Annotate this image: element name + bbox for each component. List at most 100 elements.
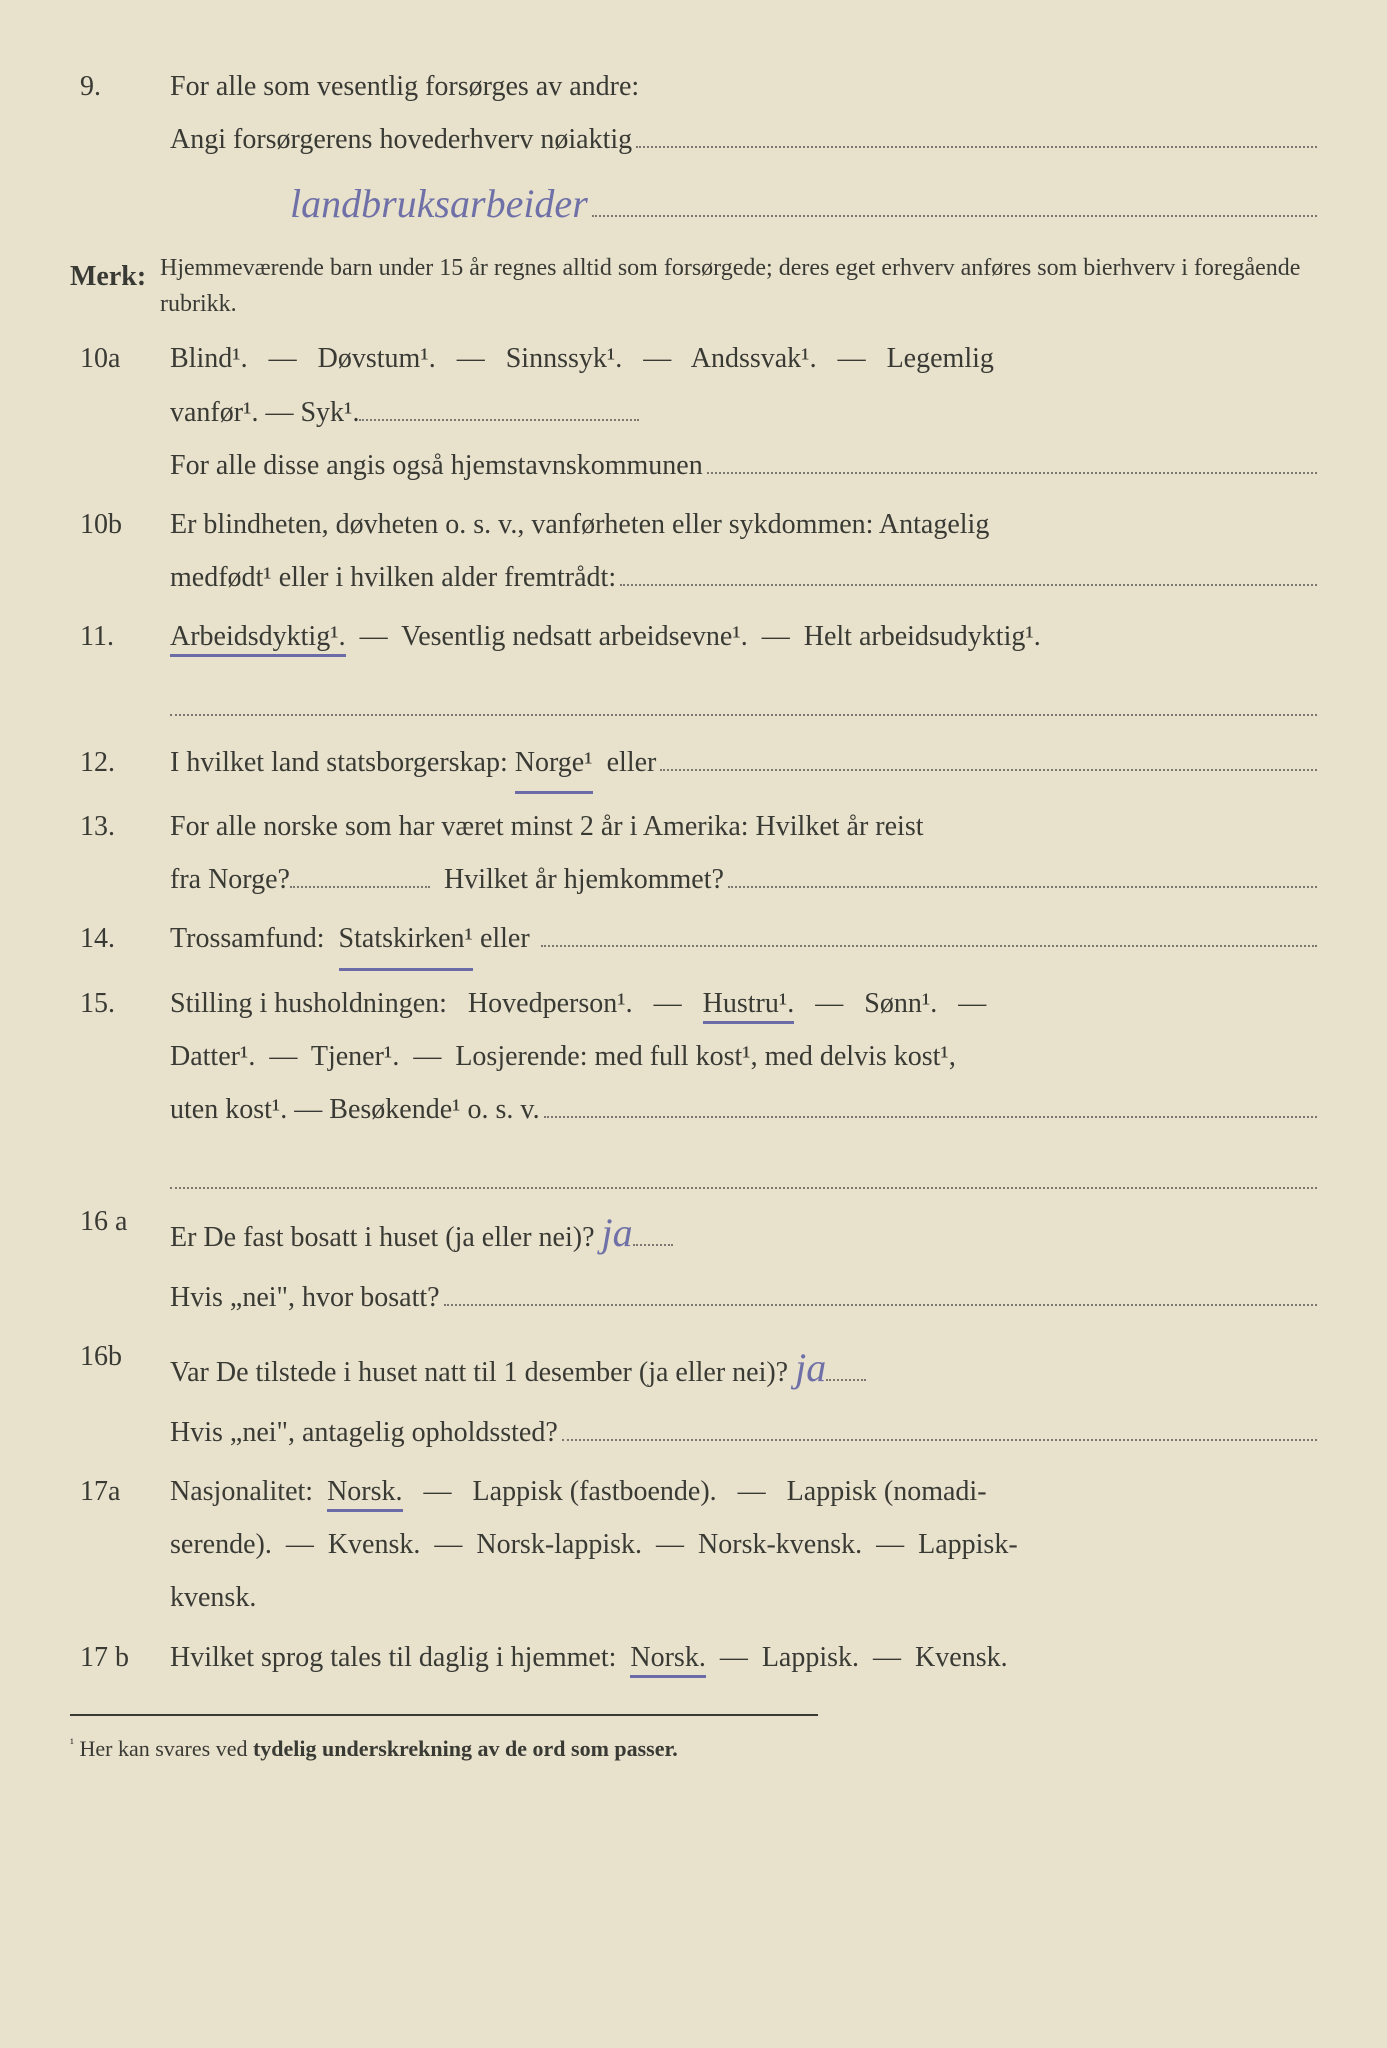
q15-l3a: uten kost¹. <box>170 1083 287 1136</box>
q10b-number: 10b <box>70 498 170 551</box>
dash: — <box>958 988 986 1019</box>
q10a-opt3: Sinnssyk¹. <box>506 343 623 374</box>
dotted-line <box>826 1379 866 1381</box>
q14-answer-underlined: Statskirken¹ <box>339 912 473 970</box>
q14-body: Trossamfund: Statskirken¹ eller <box>170 912 1317 970</box>
q17a-l2e: Lappisk- <box>918 1529 1018 1560</box>
footnote-bold: tydelig underskrekning av de ord som pas… <box>253 1736 678 1761</box>
q16b-body: Var De tilstede i huset natt til 1 desem… <box>170 1330 1317 1459</box>
dotted-line <box>728 858 1317 888</box>
dotted-line <box>359 419 639 421</box>
q12-text: I hvilket land statsborgerskap: <box>170 736 508 789</box>
dash: — <box>815 988 843 1019</box>
q10a-line3: For alle disse angis også hjemstavnskomm… <box>170 439 703 492</box>
q11-opt2: Vesentlig nedsatt arbeidsevne¹. <box>401 621 748 652</box>
dash: — <box>876 1529 904 1560</box>
dash: — <box>294 1083 322 1136</box>
q10a-opt5: Legemlig <box>887 343 994 374</box>
q12-number: 12. <box>70 736 170 789</box>
q9-number: 9. <box>70 60 170 113</box>
q9-line2: Angi forsørgerens hovederhverv nøiaktig <box>170 113 632 166</box>
q17b-opt1-underlined: Norsk. <box>630 1642 705 1678</box>
footnote-marker: ¹ <box>70 1735 74 1750</box>
question-12: 12. I hvilket land statsborgerskap: Norg… <box>70 736 1317 794</box>
q17a-l2a: serende). <box>170 1529 272 1560</box>
q15-l2a: Datter¹. <box>170 1041 255 1072</box>
dash: — <box>265 386 293 439</box>
q13-line2b: Hvilket år hjemkommet? <box>444 853 724 906</box>
footnote: ¹ Her kan svares ved tydelig underskrekn… <box>70 1714 818 1770</box>
footnote-text: Her kan svares ved <box>79 1736 253 1761</box>
q17a-l2c: Norsk-lappisk. <box>476 1529 642 1560</box>
dash: — <box>656 1529 684 1560</box>
dash: — <box>643 343 671 374</box>
q10b-body: Er blindheten, døvheten o. s. v., vanfør… <box>170 498 1317 604</box>
q15-l2c: Losjerende: med full kost¹, med delvis k… <box>455 1041 956 1072</box>
q9-body: For alle som vesentlig forsørges av andr… <box>170 60 1317 242</box>
q17a-text: Nasjonalitet: <box>170 1476 313 1507</box>
dash: — <box>720 1642 748 1673</box>
dotted-line <box>633 1244 673 1246</box>
question-17a: 17a Nasjonalitet: Norsk. — Lappisk (fast… <box>70 1465 1317 1625</box>
question-16a: 16 a Er De fast bosatt i huset (ja eller… <box>70 1195 1317 1324</box>
q13-line2a: fra Norge? <box>170 853 290 906</box>
q15-l3b: Besøkende¹ o. s. v. <box>329 1083 539 1136</box>
q15-opt2-underlined: Hustru¹. <box>703 988 795 1024</box>
q10a-opt4: Andssvak¹. <box>691 343 817 374</box>
census-form-page: 9. For alle som vesentlig forsørges av a… <box>0 0 1387 1810</box>
q12-after: eller <box>607 736 657 789</box>
q17a-opt3: Lappisk (nomadi- <box>787 1476 987 1507</box>
q17b-number: 17 b <box>70 1631 170 1684</box>
q16b-line2: Hvis „nei", antagelig opholdssted? <box>170 1406 558 1459</box>
dash: — <box>654 988 682 1019</box>
question-13: 13. For alle norske som har været minst … <box>70 800 1317 906</box>
q10a-number: 10a <box>70 332 170 385</box>
q17a-body: Nasjonalitet: Norsk. — Lappisk (fastboen… <box>170 1465 1317 1625</box>
q10a-opt2: Døvstum¹. <box>318 343 436 374</box>
dash: — <box>873 1642 901 1673</box>
dotted-line <box>562 1411 1317 1441</box>
q9-handwritten-answer: landbruksarbeider <box>290 166 588 242</box>
q16b-answer-handwritten: ja <box>795 1330 826 1406</box>
q16a-body: Er De fast bosatt i huset (ja eller nei)… <box>170 1195 1317 1324</box>
q17b-opt2: Lappisk. <box>762 1642 859 1673</box>
dash: — <box>424 1476 452 1507</box>
merk-label: Merk: <box>70 250 160 303</box>
q17b-text: Hvilket sprog tales til daglig i hjemmet… <box>170 1642 616 1673</box>
question-10b: 10b Er blindheten, døvheten o. s. v., va… <box>70 498 1317 604</box>
q15-opt3: Sønn¹. <box>864 988 937 1019</box>
dotted-line <box>660 741 1317 771</box>
q17a-opt1-underlined: Norsk. <box>327 1476 402 1512</box>
q12-answer-underlined: Norge¹ <box>515 736 593 794</box>
q12-body: I hvilket land statsborgerskap: Norge¹ e… <box>170 736 1317 794</box>
question-14: 14. Trossamfund: Statskirken¹ eller <box>70 912 1317 970</box>
q13-number: 13. <box>70 800 170 853</box>
q10a-opt1: Blind¹. <box>170 343 248 374</box>
q16b-number: 16b <box>70 1330 170 1383</box>
q17a-opt2: Lappisk (fastboende). <box>473 1476 717 1507</box>
q10b-line1: Er blindheten, døvheten o. s. v., vanfør… <box>170 498 1317 551</box>
dotted-line <box>444 1276 1317 1306</box>
q10a-body: Blind¹. — Døvstum¹. — Sinnssyk¹. — Andss… <box>170 332 1317 492</box>
dash: — <box>269 343 297 374</box>
question-10a: 10a Blind¹. — Døvstum¹. — Sinnssyk¹. — A… <box>70 332 1317 492</box>
dash: — <box>269 1041 297 1072</box>
dash: — <box>457 343 485 374</box>
question-15: 15. Stilling i husholdningen: Hovedperso… <box>70 977 1317 1189</box>
q14-number: 14. <box>70 912 170 965</box>
q16a-number: 16 a <box>70 1195 170 1248</box>
q17b-body: Hvilket sprog tales til daglig i hjemmet… <box>170 1631 1317 1684</box>
q15-opt1: Hovedperson¹. <box>468 988 633 1019</box>
question-17b: 17 b Hvilket sprog tales til daglig i hj… <box>70 1631 1317 1684</box>
dotted-line <box>290 886 430 888</box>
dash: — <box>413 1041 441 1072</box>
q10a-line2b: Syk¹. <box>300 386 359 439</box>
dash: — <box>434 1529 462 1560</box>
dotted-line <box>620 556 1317 586</box>
q10b-line2: medfødt¹ eller i hvilken alder fremtrådt… <box>170 551 616 604</box>
q11-opt3: Helt arbeidsudyktig¹. <box>804 621 1041 652</box>
q16a-line1: Er De fast bosatt i huset (ja eller nei)… <box>170 1211 595 1264</box>
q11-body: Arbeidsdyktig¹. — Vesentlig nedsatt arbe… <box>170 610 1317 716</box>
q16a-answer-handwritten: ja <box>602 1195 633 1271</box>
question-9: 9. For alle som vesentlig forsørges av a… <box>70 60 1317 242</box>
